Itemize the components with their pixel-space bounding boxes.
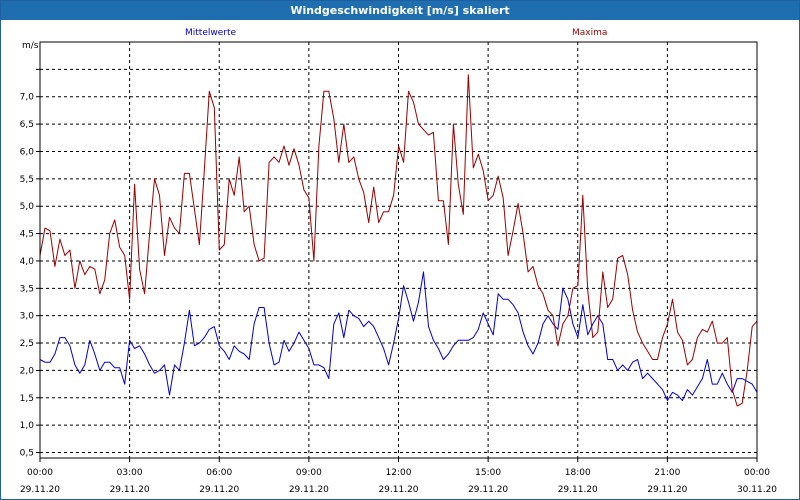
y-tick-label: 2,0	[20, 366, 35, 376]
y-tick-label: 5,0	[20, 202, 35, 212]
y-axis-label: m/s	[22, 41, 39, 51]
x-tick-time: 21:00	[654, 468, 680, 478]
legend-mittelwerte: Mittelwerte	[185, 28, 236, 38]
series-layer	[39, 74, 758, 443]
x-tick-time: 15:00	[475, 468, 501, 478]
y-tick-label: 6,5	[20, 120, 34, 130]
y-tick-label: 1,5	[20, 394, 34, 404]
y-tick-label: 6,0	[20, 147, 35, 157]
x-tick-time: 18:00	[565, 468, 591, 478]
x-tick-date: 29.11.20	[199, 485, 239, 495]
x-tick-time: 06:00	[206, 468, 232, 478]
x-tick-date: 29.11.20	[289, 485, 329, 495]
y-tick-label: 2,5	[20, 339, 34, 349]
window-title: Windgeschwindigkeit [m/s] skaliert	[1, 1, 799, 20]
x-tick-time: 09:00	[296, 468, 322, 478]
x-tick-date: 29.11.20	[378, 485, 418, 495]
y-tick-label: 3,0	[20, 312, 35, 322]
x-tick-time: 03:00	[117, 468, 143, 478]
y-tick-label: 3,5	[20, 284, 34, 294]
y-tick-label: 4,5	[20, 230, 34, 240]
y-tick-label: 7,0	[20, 93, 35, 103]
x-tick-time: 12:00	[386, 468, 412, 478]
x-tick-time: 00:00	[27, 468, 53, 478]
legend-maxima: Maxima	[572, 28, 607, 38]
y-tick-label: 5,5	[20, 175, 34, 185]
y-axis-ticks: 0,5 1,0 1,5 2,0 2,5 3,0 3,5 4,0 4,5 5,0 5,5 6,0 6,5 7…	[20, 68, 40, 459]
x-tick-date: 29.11.20	[468, 485, 508, 495]
x-tick-date: 29.11.20	[647, 485, 687, 495]
y-tick-label: 0,5	[20, 449, 34, 459]
grid-lines	[40, 42, 757, 458]
x-tick-date: 29.11.20	[20, 485, 60, 495]
x-tick-date: 29.11.20	[558, 485, 598, 495]
x-axis-ticks: 00:00 29.11.20 03:00 29.11.20 06:00 29.11.20 0…	[20, 458, 777, 495]
series-line-maxima	[39, 74, 758, 407]
x-tick-date: 30.11.20	[737, 485, 777, 495]
y-tick-label: 1,0	[20, 421, 35, 431]
series-line-mittelwerte	[39, 271, 758, 443]
x-tick-time: 00:00	[744, 468, 770, 478]
y-tick-label: 4,0	[20, 257, 35, 267]
x-tick-date: 29.11.20	[110, 485, 150, 495]
